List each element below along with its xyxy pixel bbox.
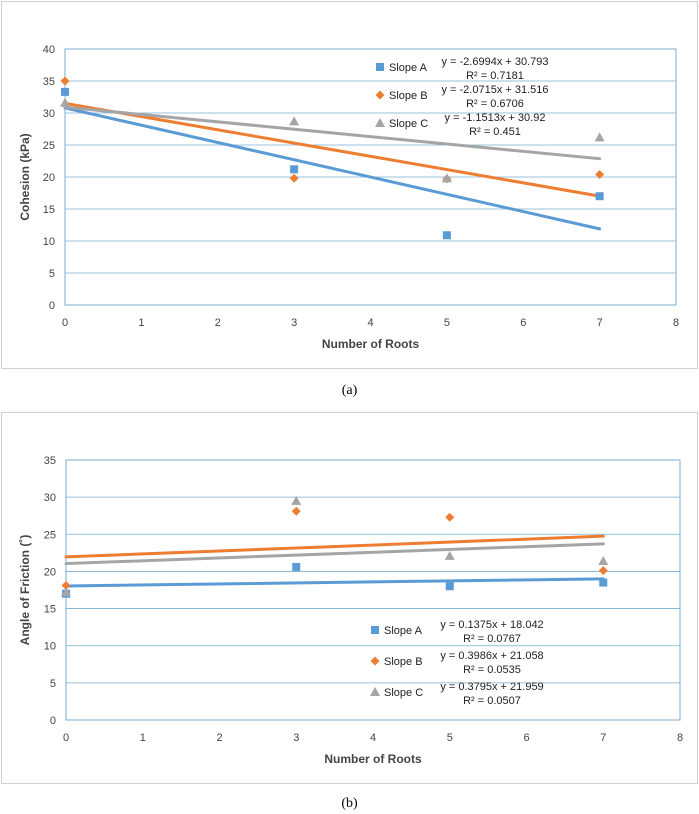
y-axis-title: Angle of Friction (˚) bbox=[18, 535, 32, 646]
legend-marker-slope-a bbox=[376, 63, 384, 71]
y-tick-label: 35 bbox=[43, 76, 55, 88]
x-tick-label: 8 bbox=[673, 317, 679, 329]
data-point-slope-c bbox=[289, 116, 300, 126]
data-point-slope-b bbox=[289, 173, 299, 183]
y-tick-label: 0 bbox=[49, 300, 55, 312]
y-tick-label: 15 bbox=[43, 204, 55, 216]
data-point-slope-b bbox=[291, 506, 301, 516]
y-tick-label: 40 bbox=[43, 44, 55, 56]
chart-b: 0 5 10 15 20 25 30 35 0 1 2 3 4 5 6 7 8 Number of Roots An… bbox=[18, 455, 683, 766]
data-point-slope-c bbox=[598, 556, 609, 566]
y-tick-label: 10 bbox=[43, 236, 55, 248]
data-point-slope-b bbox=[598, 566, 608, 576]
trendline-equation-slope-a: y = -2.6994x + 30.793 bbox=[441, 56, 548, 68]
trendline-slope-c bbox=[64, 542, 605, 566]
data-point-slope-b bbox=[60, 76, 70, 86]
caption-a: (a) bbox=[341, 383, 358, 398]
chart-b-container: 0 5 10 15 20 25 30 35 0 1 2 3 4 5 6 7 8 Number of Roots An… bbox=[1, 412, 698, 784]
x-tick-label: 8 bbox=[677, 732, 683, 744]
trendline-r2-slope-b: R² = 0.0535 bbox=[463, 664, 521, 676]
legend-label-slope-b: Slope B bbox=[384, 656, 423, 668]
legend-label-slope-a: Slope A bbox=[389, 62, 428, 74]
trendline-r2-slope-a: R² = 0.7181 bbox=[466, 70, 524, 82]
y-tick-label: 30 bbox=[43, 108, 55, 120]
y-tick-label: 20 bbox=[44, 566, 56, 578]
data-point-slope-a bbox=[442, 231, 451, 240]
x-tick-label: 0 bbox=[63, 732, 69, 744]
legend-label-slope-a: Slope A bbox=[384, 625, 423, 637]
x-tick-label: 5 bbox=[444, 317, 450, 329]
data-point-slope-a bbox=[292, 562, 301, 571]
legend-marker-slope-c bbox=[370, 687, 380, 696]
x-tick-label: 6 bbox=[523, 732, 529, 744]
x-tick-label: 5 bbox=[447, 732, 453, 744]
data-point-slope-c bbox=[291, 495, 302, 505]
x-tick-label: 4 bbox=[370, 732, 376, 744]
trendline-slope-a bbox=[64, 577, 605, 588]
trendline-equation-slope-b: y = -2.0715x + 31.516 bbox=[441, 84, 548, 96]
trendline-equation-slope-c: y = 0.3795x + 21.959 bbox=[440, 681, 543, 693]
y-tick-label: 30 bbox=[44, 492, 56, 504]
data-point-slope-c bbox=[61, 587, 71, 597]
y-tick-label: 5 bbox=[50, 678, 56, 690]
y-tick-label: 15 bbox=[44, 604, 56, 616]
x-axis-title: Number of Roots bbox=[322, 337, 420, 351]
y-tick-label: 20 bbox=[43, 172, 55, 184]
x-tick-label: 1 bbox=[138, 317, 144, 329]
trendline-equation-slope-a: y = 0.1375x + 18.042 bbox=[440, 619, 543, 631]
trendline-r2-slope-a: R² = 0.0767 bbox=[463, 633, 521, 645]
data-point-slope-c bbox=[441, 173, 452, 183]
chart-a: 0 5 10 15 20 25 30 35 40 0 1 2 3 4 5 6 7 8 Number of Roots… bbox=[18, 44, 679, 351]
data-point-slope-a bbox=[290, 165, 299, 174]
x-tick-label: 3 bbox=[293, 732, 299, 744]
x-tick-label: 4 bbox=[367, 317, 373, 329]
data-point-slope-a bbox=[599, 578, 608, 587]
x-axis-title: Number of Roots bbox=[324, 752, 422, 766]
legend-marker-slope-b bbox=[375, 90, 385, 100]
y-tick-label: 10 bbox=[44, 641, 56, 653]
x-tick-label: 3 bbox=[291, 317, 297, 329]
trendline-r2-slope-c: R² = 0.0507 bbox=[463, 695, 521, 707]
x-tick-label: 1 bbox=[140, 732, 146, 744]
legend-marker-slope-b bbox=[370, 656, 380, 666]
trendline-r2-slope-c: R² = 0.451 bbox=[469, 126, 521, 138]
trendline-equation-slope-b: y = 0.3986x + 21.058 bbox=[440, 650, 543, 662]
x-tick-label: 6 bbox=[520, 317, 526, 329]
y-axis-title: Cohesion (kPa) bbox=[18, 133, 32, 220]
trendline-slope-b bbox=[63, 101, 602, 198]
trendline-r2-slope-b: R² = 0.6706 bbox=[466, 98, 524, 110]
data-point-slope-b bbox=[61, 581, 71, 591]
data-point-slope-a bbox=[595, 192, 604, 201]
y-tick-label: 25 bbox=[44, 529, 56, 541]
x-tick-label: 2 bbox=[215, 317, 221, 329]
y-tick-label: 25 bbox=[43, 140, 55, 152]
trendline-slope-a bbox=[63, 106, 602, 231]
data-point-slope-c bbox=[594, 132, 605, 142]
data-point-slope-c bbox=[60, 97, 70, 107]
x-tick-label: 2 bbox=[216, 732, 222, 744]
y-tick-label: 35 bbox=[44, 455, 56, 467]
data-point-slope-c bbox=[444, 550, 455, 560]
data-point-slope-b bbox=[445, 512, 455, 522]
plot-area bbox=[65, 459, 681, 721]
data-point-slope-a bbox=[445, 582, 454, 591]
legend-label-slope-b: Slope B bbox=[389, 90, 428, 102]
x-tick-label: 7 bbox=[600, 732, 606, 744]
legend-label-slope-c: Slope C bbox=[384, 687, 423, 699]
caption-b: (b) bbox=[341, 796, 358, 811]
trendline-slope-b bbox=[64, 534, 605, 559]
data-point-slope-b bbox=[595, 169, 605, 179]
legend-marker-slope-c bbox=[375, 118, 385, 127]
legend-marker-slope-a bbox=[371, 626, 379, 634]
data-point-slope-a bbox=[61, 87, 69, 96]
trendline-equation-slope-c: y = -1.1513x + 30.92 bbox=[445, 112, 546, 124]
y-tick-label: 5 bbox=[49, 268, 55, 280]
x-tick-label: 7 bbox=[597, 317, 603, 329]
chart-a-container: 0 5 10 15 20 25 30 35 40 0 1 2 3 4 5 6 7 8 Number of Roots… bbox=[1, 1, 698, 369]
legend-label-slope-c: Slope C bbox=[389, 118, 428, 130]
trendline-slope-c bbox=[63, 105, 602, 161]
y-tick-label: 0 bbox=[50, 715, 56, 727]
x-tick-label: 0 bbox=[62, 317, 68, 329]
